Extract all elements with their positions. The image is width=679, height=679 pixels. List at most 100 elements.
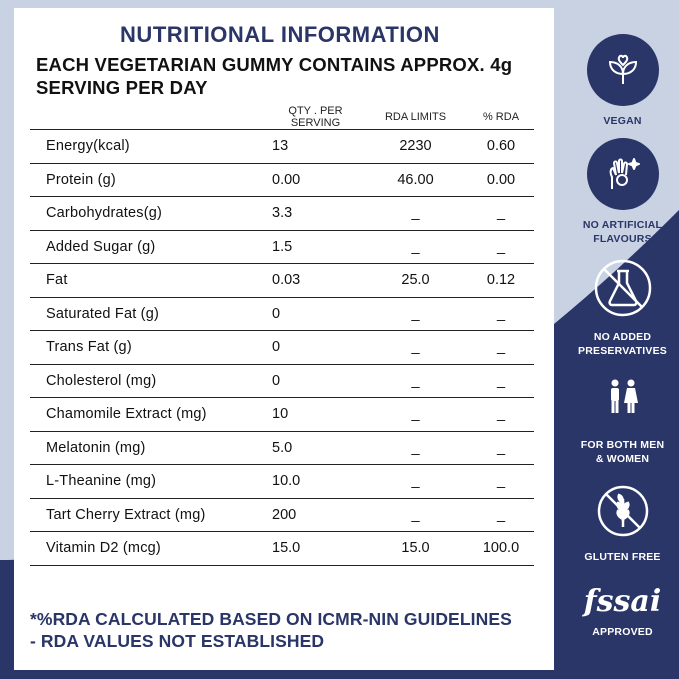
- table-row: Cholesterol (mg) 0 _ _: [30, 363, 534, 398]
- cell-name: Energy(kcal): [30, 129, 264, 163]
- table-row: Trans Fat (g) 0 _ _: [30, 330, 534, 364]
- no-preservatives-line-2: PRESERVATIVES: [578, 345, 667, 357]
- footnote-line-2: - RDA VALUES NOT ESTABLISHED: [30, 631, 325, 651]
- cell-pct: 0.60: [468, 129, 534, 163]
- cell-rda: _: [363, 229, 468, 264]
- cell-rda: _: [363, 397, 468, 431]
- footnote-line-1: *%RDA CALCULATED BASED ON ICMR-NIN GUIDE…: [30, 609, 512, 629]
- cell-qty: 1.5: [264, 229, 363, 264]
- feature-sidebar: VEGAN NO ARTIFICIAL FLAVOURS: [566, 0, 679, 679]
- man-woman-icon: [598, 372, 648, 422]
- hand-sparkle-icon: [586, 138, 659, 210]
- table-header-row: QTY . PER SERVING RDA LIMITS % RDA: [30, 105, 534, 130]
- cell-name: Carbohydrates(g): [30, 196, 264, 230]
- badge-men-women: FOR BOTH MEN & WOMEN: [566, 372, 679, 466]
- cell-qty: 0: [264, 363, 363, 398]
- table-row: Protein (g) 0.00 46.00 0.00: [30, 162, 534, 197]
- cell-rda: 2230: [363, 129, 468, 163]
- fssai-logo: fssai: [583, 584, 662, 619]
- cell-pct: 100.0: [468, 531, 534, 566]
- cell-qty: 5.0: [264, 430, 363, 465]
- cell-rda: _: [363, 296, 468, 331]
- cell-rda: 46.00: [363, 162, 468, 197]
- cell-name: Vitamin D2 (mcg): [30, 531, 264, 566]
- cell-name: Chamomile Extract (mg): [30, 397, 264, 431]
- badge-gluten-free: GLUTEN FREE: [566, 482, 679, 564]
- cell-qty: 200: [264, 497, 363, 532]
- cell-pct: _: [468, 196, 534, 230]
- badge-fssai: fssai APPROVED: [566, 584, 679, 639]
- table-row: Added Sugar (g) 1.5 _ _: [30, 229, 534, 264]
- badge-no-artificial: NO ARTIFICIAL FLAVOURS: [566, 138, 679, 246]
- table-row: Vitamin D2 (mcg) 15.0 15.0 100.0: [30, 531, 534, 566]
- cell-name: Added Sugar (g): [30, 229, 264, 264]
- table-row: Saturated Fat (g) 0 _ _: [30, 296, 534, 331]
- men-women-line-1: FOR BOTH MEN: [580, 439, 665, 451]
- cell-rda: _: [363, 464, 468, 498]
- cell-pct: _: [468, 296, 534, 331]
- nutrition-table: QTY . PER SERVING RDA LIMITS % RDA Energ…: [30, 105, 534, 566]
- table-row: Fat 0.03 25.0 0.12: [30, 263, 534, 297]
- badge-no-preservatives: NO ADDED PRESERVATIVES: [566, 254, 679, 358]
- cell-pct: _: [468, 497, 534, 532]
- vegan-label: VEGAN: [603, 115, 642, 127]
- cell-name: Tart Cherry Extract (mg): [30, 497, 264, 532]
- fssai-approved-label: APPROVED: [592, 626, 653, 638]
- cell-name: Saturated Fat (g): [30, 296, 264, 331]
- table-row: L-Theanine (mg) 10.0 _ _: [30, 464, 534, 498]
- cell-name: Cholesterol (mg): [30, 363, 264, 398]
- cell-rda: 25.0: [363, 263, 468, 297]
- cell-pct: _: [468, 330, 534, 364]
- header-pct: % RDA: [482, 111, 520, 123]
- cell-rda: _: [363, 330, 468, 364]
- no-flask-icon: [589, 254, 657, 322]
- no-preservatives-label: NO ADDED PRESERVATIVES: [566, 330, 679, 358]
- no-preservatives-line-1: NO ADDED: [593, 331, 652, 343]
- no-artificial-line-2: FLAVOURS: [593, 233, 652, 245]
- header-name: [30, 105, 264, 130]
- cell-qty: 0: [264, 296, 363, 331]
- footnote: *%RDA CALCULATED BASED ON ICMR-NIN GUIDE…: [30, 608, 550, 652]
- badge-vegan: VEGAN: [566, 34, 679, 128]
- cell-pct: 0.00: [468, 162, 534, 197]
- cell-rda: 15.0: [363, 531, 468, 566]
- cell-qty: 0.00: [264, 162, 363, 197]
- no-artificial-label: NO ARTIFICIAL FLAVOURS: [566, 218, 679, 246]
- cell-name: Melatonin (mg): [30, 430, 264, 465]
- cell-name: Fat: [30, 263, 264, 297]
- cell-name: L-Theanine (mg): [30, 464, 264, 498]
- header-qty: QTY . PER SERVING: [288, 105, 343, 129]
- cell-pct: _: [468, 229, 534, 264]
- cell-pct: 0.12: [468, 263, 534, 297]
- vegan-leaf-heart-icon: [586, 34, 659, 106]
- table-row: Chamomile Extract (mg) 10 _ _: [30, 397, 534, 431]
- gluten-free-label: GLUTEN FREE: [584, 551, 661, 563]
- cell-qty: 0.03: [264, 263, 363, 297]
- page-title: NUTRITIONAL INFORMATION: [120, 22, 440, 47]
- cell-rda: _: [363, 363, 468, 398]
- header-rda: RDA LIMITS: [384, 111, 447, 123]
- cell-name: Trans Fat (g): [30, 330, 264, 364]
- table-row: Melatonin (mg) 5.0 _ _: [30, 430, 534, 465]
- cell-qty: 0: [264, 330, 363, 364]
- table-row: Tart Cherry Extract (mg) 200 _ _: [30, 497, 534, 532]
- serving-subtitle: EACH VEGETARIAN GUMMY CONTAINS APPROX. 4…: [36, 54, 513, 98]
- cell-qty: 10: [264, 397, 363, 431]
- cell-rda: _: [363, 196, 468, 230]
- cell-name: Protein (g): [30, 162, 264, 197]
- cell-pct: _: [468, 363, 534, 398]
- table-row: Energy(kcal) 13 2230 0.60: [30, 129, 534, 163]
- cell-rda: _: [363, 497, 468, 532]
- no-artificial-line-1: NO ARTIFICIAL: [582, 219, 663, 231]
- cell-qty: 15.0: [264, 531, 363, 566]
- cell-qty: 3.3: [264, 196, 363, 230]
- cell-rda: _: [363, 430, 468, 465]
- cell-pct: _: [468, 397, 534, 431]
- table-row: Carbohydrates(g) 3.3 _ _: [30, 196, 534, 230]
- cell-pct: _: [468, 464, 534, 498]
- cell-pct: _: [468, 430, 534, 465]
- no-wheat-icon: [594, 482, 652, 540]
- men-women-line-2: & WOMEN: [595, 453, 650, 465]
- cell-qty: 13: [264, 129, 363, 163]
- men-women-label: FOR BOTH MEN & WOMEN: [566, 438, 679, 466]
